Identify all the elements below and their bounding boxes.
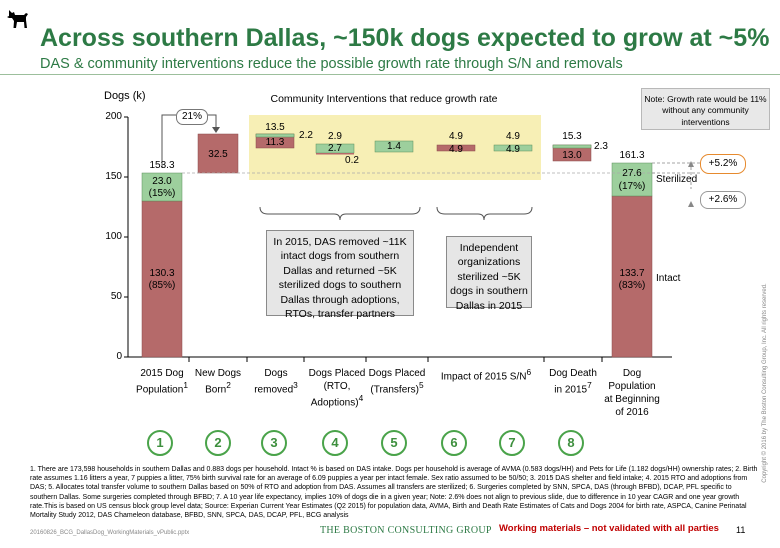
growth-arrow	[161, 114, 176, 168]
dog-silhouette-icon	[7, 10, 28, 28]
y-tick-100: 100	[105, 231, 122, 242]
callout-das: In 2015, DAS removed ~11K intact dogs fr…	[266, 230, 414, 320]
step-circle-4: 4	[322, 430, 348, 456]
xlabel-end: Dog Population at Beginning of 2016	[604, 368, 660, 418]
community-brace	[436, 206, 533, 221]
bar-sn-sterilized	[493, 144, 533, 152]
bar-sn-intact	[436, 144, 476, 152]
legend-sterilized: Sterilized	[656, 174, 698, 185]
end-sterilized-label: 27.6	[622, 168, 642, 179]
xlabel-4: Dogs Placed (RTO, Adoptions)4	[308, 368, 366, 409]
bar-2016-sterilized	[611, 162, 653, 197]
footer-filename: 20160826_BCG_DallasDog_WorkingMaterials_…	[30, 530, 190, 536]
callout-community: Independent organizations sterilized ~5K…	[446, 236, 532, 312]
bar-dogs-removed-sterilized	[255, 133, 295, 138]
start-intact-pct: (85%)	[148, 280, 176, 291]
label-rto-intact: 0.2	[345, 155, 359, 166]
end-intact-label: 133.7	[619, 268, 645, 279]
page-subtitle: DAS & community interventions reduce the…	[40, 56, 623, 72]
footnotes: 1. There are 173,598 households in south…	[30, 466, 758, 520]
start-sterilized-pct: (15%)	[148, 188, 176, 199]
label-removed-intact: 11.3	[265, 137, 285, 148]
label-death-intact: 13.0	[562, 150, 582, 161]
label-rto-total: 2.9	[328, 131, 342, 142]
bar-new-dogs-born	[197, 133, 239, 174]
bar-dog-death-sterilized	[552, 144, 592, 149]
footer-brand: THE BOSTON CONSULTING GROUP	[320, 525, 492, 536]
bar-2015-sterilized	[141, 172, 183, 202]
note-box: Note: Growth rate would be 11% without a…	[641, 88, 770, 130]
community-interventions-label: Community Interventions that reduce grow…	[270, 93, 498, 105]
y-axis-label: Dogs (k)	[104, 90, 146, 102]
step-circle-2: 2	[205, 430, 231, 456]
page-title: Across southern Dallas, ~150k dogs expec…	[40, 24, 770, 52]
bar-2015-intact	[141, 200, 183, 358]
bar-placed-rto-intact	[316, 153, 354, 155]
label-sn-intact-inner: 4.9	[449, 144, 463, 155]
y-tick-50: 50	[110, 291, 122, 302]
end-total-label: 161.3	[619, 150, 645, 161]
xlabel-5: Dogs Placed (Transfers)5	[368, 368, 426, 396]
legend-intact: Intact	[656, 273, 681, 284]
label-sn-intact-outer: 4.9	[449, 131, 463, 142]
label-death-total: 15.3	[562, 131, 582, 142]
start-intact-label: 130.3	[149, 268, 175, 279]
step-circle-5: 5	[381, 430, 407, 456]
growth-total-bubble: +5.2%	[700, 154, 746, 174]
label-rto-sterilized: 2.7	[328, 143, 342, 154]
xlabel-6: Impact of 2015 S/N6	[440, 367, 532, 383]
label-removed-sterilized: 2.2	[299, 130, 313, 141]
label-born: 32.5	[208, 149, 228, 160]
bar-2016-intact	[611, 195, 653, 358]
label-sn-sterilized-outer: 4.9	[506, 131, 520, 142]
xlabel-1: 2015 Dog Population1	[136, 368, 188, 396]
bar-placed-transfers	[374, 140, 414, 153]
step-circle-6: 6	[441, 430, 467, 456]
title-divider	[0, 74, 780, 75]
step-circle-3: 3	[261, 430, 287, 456]
label-death-sterilized: 2.3	[594, 141, 608, 152]
label-sn-sterilized-inner: 4.9	[506, 144, 520, 155]
step-circle-1: 1	[147, 430, 173, 456]
growth-sterilized-bubble: +2.6%	[700, 191, 746, 209]
step-circle-7: 7	[499, 430, 525, 456]
y-tick-200: 200	[105, 111, 122, 122]
page-number: 11	[736, 525, 746, 535]
xlabel-2: New Dogs Born2	[194, 368, 242, 396]
growth-bubble-21: 21%	[176, 109, 208, 125]
y-tick-150: 150	[105, 171, 122, 182]
step-circle-8: 8	[558, 430, 584, 456]
copyright-notice: Copyright © 2016 by The Boston Consultin…	[762, 283, 768, 483]
start-total-label: 153.3	[149, 160, 175, 171]
label-transfers: 1.4	[387, 141, 401, 152]
working-materials-notice: Working materials – not validated with a…	[499, 523, 719, 534]
end-intact-pct: (83%)	[618, 280, 646, 291]
label-removed-total: 13.5	[265, 122, 285, 133]
y-tick-0: 0	[116, 351, 122, 362]
end-sterilized-pct: (17%)	[618, 181, 646, 192]
xlabel-3: Dogs removed3	[254, 368, 298, 396]
start-sterilized-label: 23.0	[152, 176, 172, 187]
xlabel-8: Dog Death in 20157	[549, 368, 597, 396]
das-brace	[259, 206, 421, 221]
